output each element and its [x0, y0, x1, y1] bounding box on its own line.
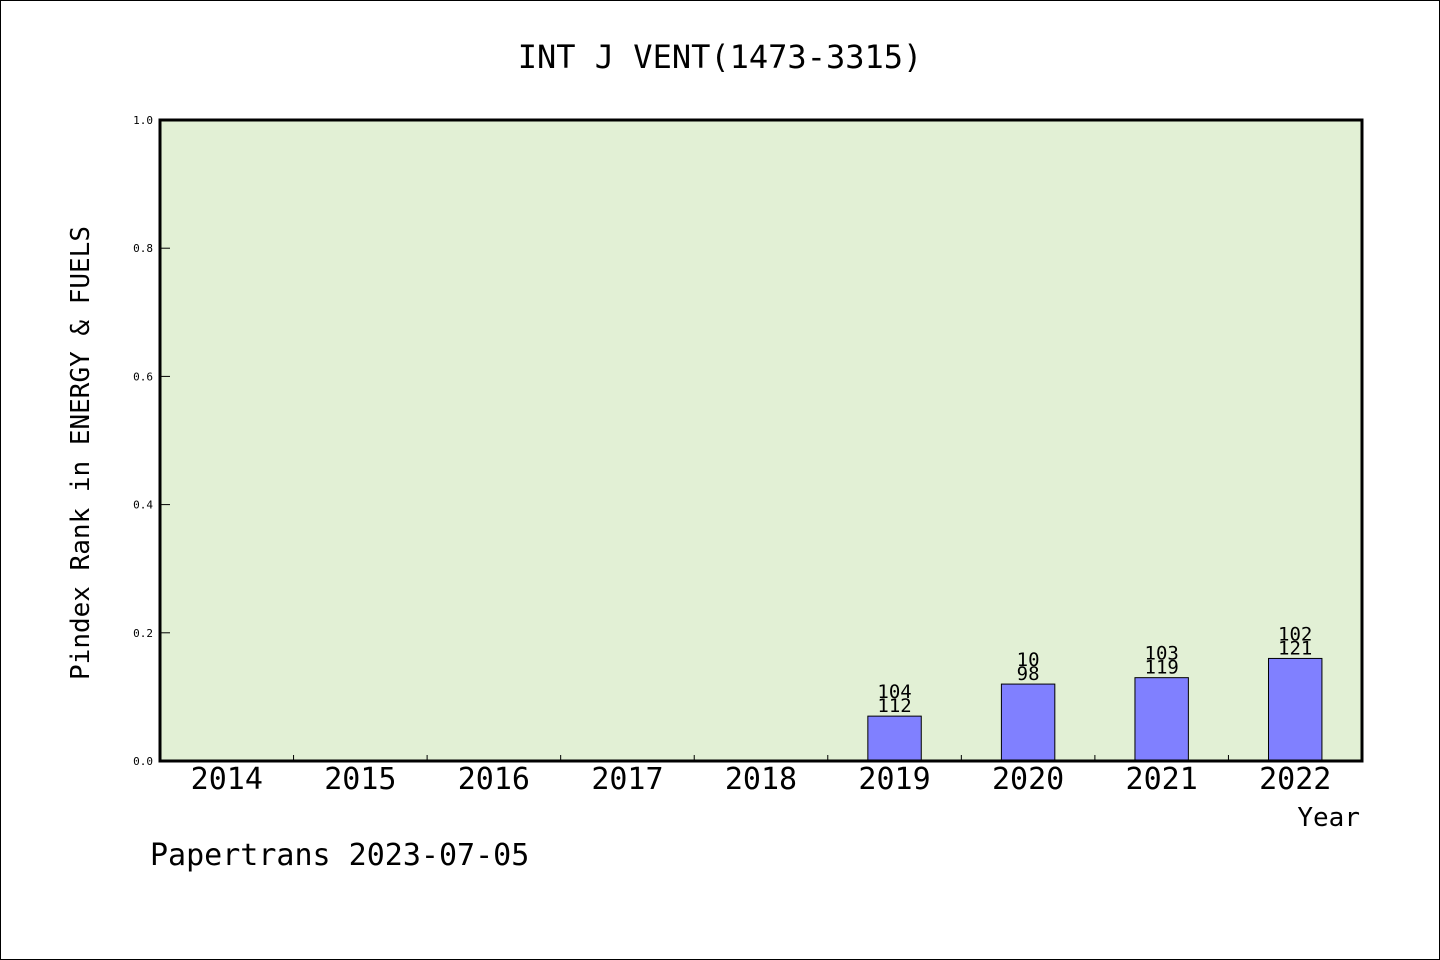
bar-label-top: 102 — [1278, 623, 1312, 645]
bar-2021 — [1135, 678, 1188, 761]
bar-2020 — [1001, 684, 1054, 761]
y-tick-label: 0.8 — [133, 242, 153, 255]
x-tick-label: 2014 — [191, 762, 263, 797]
y-tick-label: 0.2 — [133, 627, 153, 640]
x-tick-label: 2021 — [1126, 762, 1198, 797]
y-tick-label: 1.0 — [133, 114, 153, 127]
bar-2019 — [868, 716, 921, 761]
plot-area — [160, 120, 1362, 761]
x-tick-label: 2022 — [1259, 762, 1331, 797]
x-tick-label: 2019 — [858, 762, 930, 797]
bar-2022 — [1269, 658, 1322, 761]
x-tick-label: 2016 — [458, 762, 530, 797]
bar-label-top: 10 — [1017, 649, 1040, 671]
x-tick-label: 2015 — [324, 762, 396, 797]
footer-credit: Papertrans 2023-07-05 — [150, 838, 529, 873]
bar-label-top: 104 — [877, 681, 911, 703]
y-tick-label: 0.6 — [133, 370, 153, 383]
y-tick-label: 0.4 — [133, 499, 153, 512]
y-axis-label: Pindex Rank in ENERGY & FUELS — [66, 226, 96, 680]
x-tick-label: 2020 — [992, 762, 1064, 797]
y-tick-label: 0.0 — [133, 755, 153, 768]
chart-title: INT J VENT(1473-3315) — [518, 38, 923, 76]
x-axis-label: Year — [1297, 803, 1360, 833]
x-tick-label: 2017 — [591, 762, 663, 797]
x-tick-label: 2018 — [725, 762, 797, 797]
x-axis: 2014 2015 2016 2017 2018 2019 2020 2021 2022 — [191, 755, 1332, 797]
bar-label-top: 103 — [1145, 643, 1179, 665]
